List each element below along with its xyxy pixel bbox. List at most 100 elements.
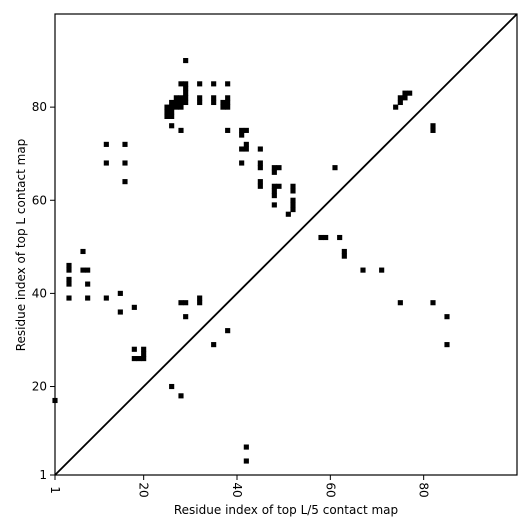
contact-point bbox=[131, 304, 137, 310]
contact-point bbox=[183, 99, 189, 106]
x-axis-label: Residue index of top L/5 contact map bbox=[174, 503, 398, 517]
contact-point bbox=[183, 95, 189, 101]
contact-point bbox=[271, 165, 277, 171]
contact-point bbox=[271, 183, 277, 189]
contact-point bbox=[66, 262, 72, 269]
contact-point bbox=[239, 160, 245, 166]
contact-point bbox=[178, 393, 184, 399]
contact-point bbox=[360, 267, 366, 273]
contact-point bbox=[337, 234, 343, 241]
contact-point bbox=[397, 300, 403, 306]
contact-point bbox=[243, 127, 249, 133]
contact-point bbox=[225, 99, 231, 106]
contact-point bbox=[183, 58, 189, 64]
contact-point bbox=[66, 281, 72, 287]
contact-point bbox=[131, 356, 137, 362]
contact-point bbox=[271, 188, 277, 194]
contact-point bbox=[276, 165, 282, 171]
contact-point bbox=[430, 300, 436, 306]
contact-point bbox=[169, 104, 175, 110]
contact-point bbox=[257, 165, 263, 171]
contact-point bbox=[85, 267, 91, 273]
contact-point bbox=[173, 99, 179, 106]
diagonal-line bbox=[54, 13, 518, 476]
contact-point bbox=[122, 179, 128, 185]
contact-point bbox=[178, 81, 184, 87]
contact-point bbox=[117, 309, 123, 315]
contact-point bbox=[173, 95, 179, 101]
contact-point bbox=[197, 81, 203, 87]
contact-point bbox=[220, 99, 226, 106]
contact-point bbox=[183, 300, 189, 306]
contact-point bbox=[290, 197, 296, 203]
contact-point bbox=[80, 248, 86, 255]
y-tick-label: 60 bbox=[32, 193, 47, 207]
contact-point bbox=[290, 207, 296, 213]
contact-point bbox=[239, 146, 245, 152]
contact-point bbox=[164, 104, 170, 110]
contact-point bbox=[402, 90, 408, 96]
contact-point bbox=[183, 90, 189, 96]
x-tick-label: 20 bbox=[137, 482, 151, 497]
x-tick-label: 40 bbox=[230, 482, 244, 497]
contact-point bbox=[85, 281, 91, 287]
contact-point bbox=[285, 211, 291, 217]
contact-point bbox=[444, 342, 450, 348]
contact-point bbox=[183, 81, 189, 87]
contact-point bbox=[183, 85, 189, 92]
contact-point bbox=[225, 81, 231, 87]
contact-point bbox=[141, 351, 147, 357]
contact-point bbox=[397, 99, 403, 106]
contact-point bbox=[164, 109, 170, 115]
contact-point bbox=[178, 127, 184, 133]
contact-point bbox=[225, 95, 231, 101]
contact-point bbox=[169, 123, 175, 129]
contact-point bbox=[290, 188, 296, 194]
contact-point bbox=[197, 295, 203, 301]
contact-point bbox=[178, 99, 184, 106]
contact-point bbox=[225, 104, 231, 110]
y-axis-ticks: 1 20 40 60 80 bbox=[32, 100, 55, 482]
contact-point bbox=[271, 193, 277, 199]
contact-point bbox=[141, 356, 147, 362]
contact-point bbox=[169, 383, 175, 390]
contact-point bbox=[178, 95, 184, 101]
contact-point bbox=[332, 165, 338, 171]
contact-point bbox=[122, 160, 128, 166]
x-tick-label: 80 bbox=[417, 482, 431, 497]
contact-point bbox=[197, 95, 203, 101]
contact-point bbox=[341, 253, 347, 259]
contact-point bbox=[183, 314, 189, 320]
x-tick-label: 60 bbox=[323, 482, 337, 497]
contact-point bbox=[243, 458, 249, 464]
contact-point bbox=[211, 95, 217, 101]
y-axis-label: Residue index of top L contact map bbox=[14, 139, 28, 352]
contact-point bbox=[66, 295, 72, 301]
contact-point bbox=[243, 146, 249, 152]
contact-point bbox=[239, 127, 245, 133]
contact-point bbox=[257, 183, 263, 189]
contact-point bbox=[225, 127, 231, 133]
y-tick-label: 40 bbox=[32, 286, 47, 300]
contact-point bbox=[178, 104, 184, 110]
x-axis-ticks: 1 20 40 60 80 bbox=[48, 475, 431, 498]
contact-point bbox=[290, 183, 296, 189]
contact-point bbox=[103, 295, 109, 301]
contact-point bbox=[341, 248, 347, 255]
contact-point bbox=[271, 202, 277, 208]
contact-point bbox=[243, 444, 249, 450]
contact-point bbox=[103, 160, 109, 166]
plot-frame bbox=[54, 13, 518, 476]
y-tick-label: 80 bbox=[32, 100, 47, 114]
contact-point bbox=[85, 295, 91, 301]
contact-point bbox=[243, 141, 249, 147]
contact-point bbox=[271, 169, 277, 175]
contact-point bbox=[131, 346, 137, 352]
contact-point bbox=[169, 99, 175, 106]
y-tick-label: 1 bbox=[39, 468, 47, 482]
contact-point bbox=[169, 113, 175, 119]
contact-point bbox=[197, 300, 203, 306]
contact-point bbox=[430, 127, 436, 133]
contact-point bbox=[103, 141, 109, 147]
